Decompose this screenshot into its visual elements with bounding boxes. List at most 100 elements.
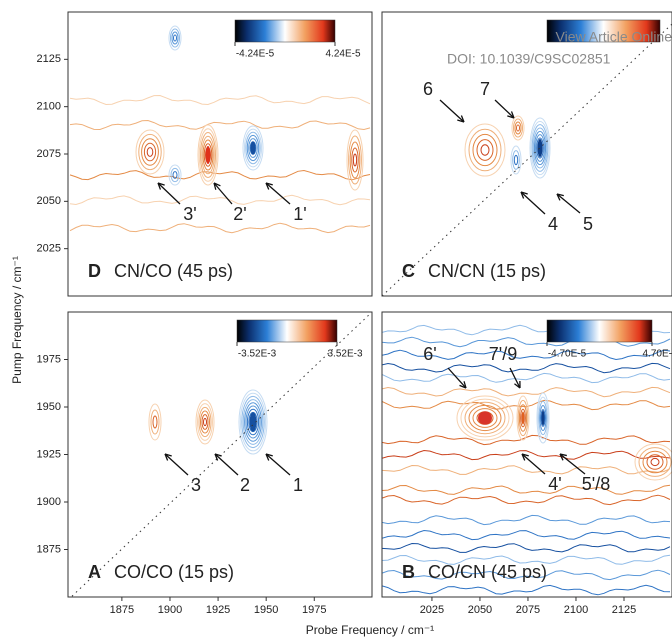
contour [468,128,502,172]
contour [349,141,361,179]
x-tick-label: 1875 [110,604,134,616]
contour [382,386,671,398]
contour [168,25,182,51]
peak-label: 3 [191,475,201,495]
contour [382,372,671,384]
x-tick-label: 2125 [612,604,636,616]
contour [540,409,546,427]
contour [197,124,219,186]
contour [244,402,262,442]
arrow-head [459,381,467,389]
contour [538,400,548,436]
x-tick-label: 1950 [254,604,278,616]
contour [248,138,258,158]
x-tick-label: 1900 [158,604,182,616]
y-tick-label: 1925 [37,448,61,460]
contour [382,484,671,495]
colorbar [546,319,653,343]
x-tick-label: 2025 [420,604,444,616]
contour [346,129,364,191]
arrow-head [457,115,465,123]
contour [646,454,664,470]
contour-core [478,411,492,425]
y-tick-label: 1950 [37,401,61,413]
contour [203,143,213,167]
contour [150,409,160,435]
arrow-shaft [520,191,546,215]
colorbar-label: -4.24E-5 [236,49,275,60]
contour [69,119,371,131]
peak-label: 6 [423,79,433,99]
contour [464,123,506,177]
peak-label: 2' [233,204,246,224]
peak-label: 7 [480,79,490,99]
contour [69,94,371,106]
contour [242,399,264,445]
contour [382,362,671,374]
watermark: DOI: 10.1039/C9SC02851 [447,51,611,67]
contour [382,494,671,506]
contour [516,124,520,132]
contour [138,133,162,171]
panel-title: CN/CN (15 ps) [428,261,546,281]
colorbar-label: 4.70E-5 [642,349,672,360]
panel-letter: B [402,562,415,582]
arrow-shaft [157,182,181,205]
contour [382,529,671,541]
contour-core [541,410,545,426]
arrow-shaft [213,182,233,205]
y-axis-label: Pump Frequency / cm⁻¹ [10,256,24,384]
contour [382,542,671,553]
contour [476,139,494,161]
contour [171,31,179,45]
peak-label: 2 [240,475,250,495]
contour [239,392,267,452]
contour [511,115,525,141]
contour [510,145,522,175]
y-tick-label: 2100 [37,101,61,113]
contour [382,514,671,526]
contour-core [521,411,525,425]
contour [382,569,671,581]
arrow-head [164,453,172,461]
contour [197,403,213,441]
contour [238,389,268,455]
arrow-head [213,182,221,190]
peak-label: 7'/9 [489,344,517,364]
peak-label: 5 [583,214,593,234]
contour [241,395,265,449]
contour [69,222,371,234]
contour [529,117,551,179]
contour [532,127,548,169]
contour [518,404,528,432]
peak-label: 6' [423,344,436,364]
arrow-shaft [164,453,189,476]
contour [533,130,547,166]
arrow-head [507,111,515,119]
x-tick-label: 1925 [206,604,230,616]
contour [242,125,264,171]
contour-core [537,139,543,157]
contour [535,134,545,162]
colorbar-label: -4.70E-5 [548,349,587,360]
arrow-shaft [265,453,291,476]
contour [201,414,209,430]
y-tick-label: 1875 [37,543,61,555]
arrow-shaft [556,193,581,214]
x-tick-label: 2100 [564,604,588,616]
arrow-head [521,453,529,461]
arrow-shaft [521,453,546,475]
contour [531,124,549,172]
colorbar [546,19,661,43]
contour [170,167,180,183]
panel-title: CN/CO (45 ps) [114,261,233,281]
contour [245,131,261,165]
contour [516,395,530,441]
contour [530,120,550,176]
contour [203,417,207,427]
contour [351,147,359,173]
colorbar [236,319,338,343]
arrow-head [559,453,567,461]
panel-frame [381,311,672,598]
